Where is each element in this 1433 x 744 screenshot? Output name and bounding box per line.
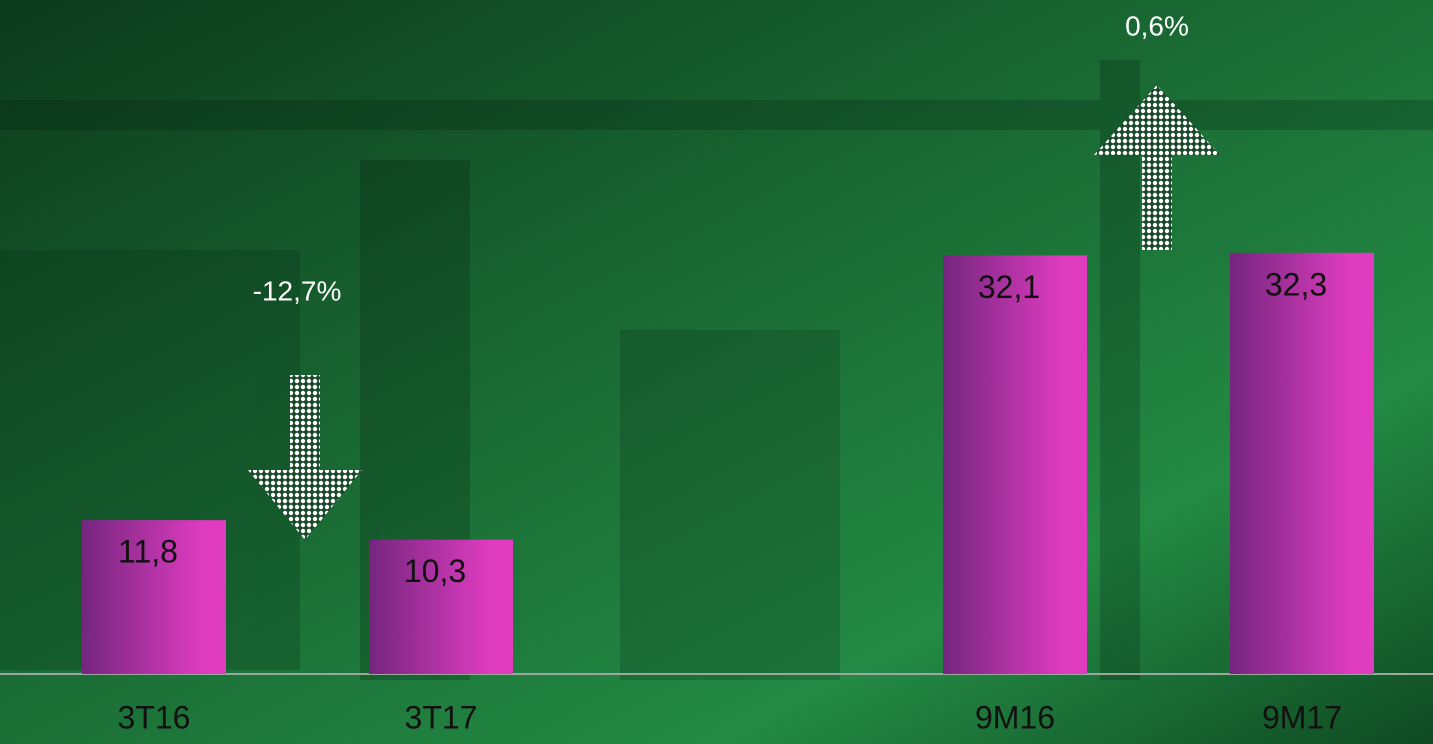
bar [943,255,1087,674]
value-label: 10,3 [404,553,466,589]
value-label: 11,8 [118,534,178,570]
value-label: 32,1 [978,269,1040,305]
bar [1230,252,1374,675]
background-structures [0,60,1433,680]
bar [369,539,513,674]
x-tick-label: 3T16 [118,699,191,735]
x-tick-label: 9M16 [975,699,1055,735]
bar [82,520,226,674]
down-arrow [248,375,362,540]
annotation: -12,7% [253,275,342,306]
x-tick-label: 3T17 [405,699,478,735]
annotation: 0,6% [1125,10,1189,41]
value-label: 32,3 [1265,266,1327,302]
up-arrow [1094,85,1220,250]
x-tick-label: 9M17 [1262,699,1342,735]
